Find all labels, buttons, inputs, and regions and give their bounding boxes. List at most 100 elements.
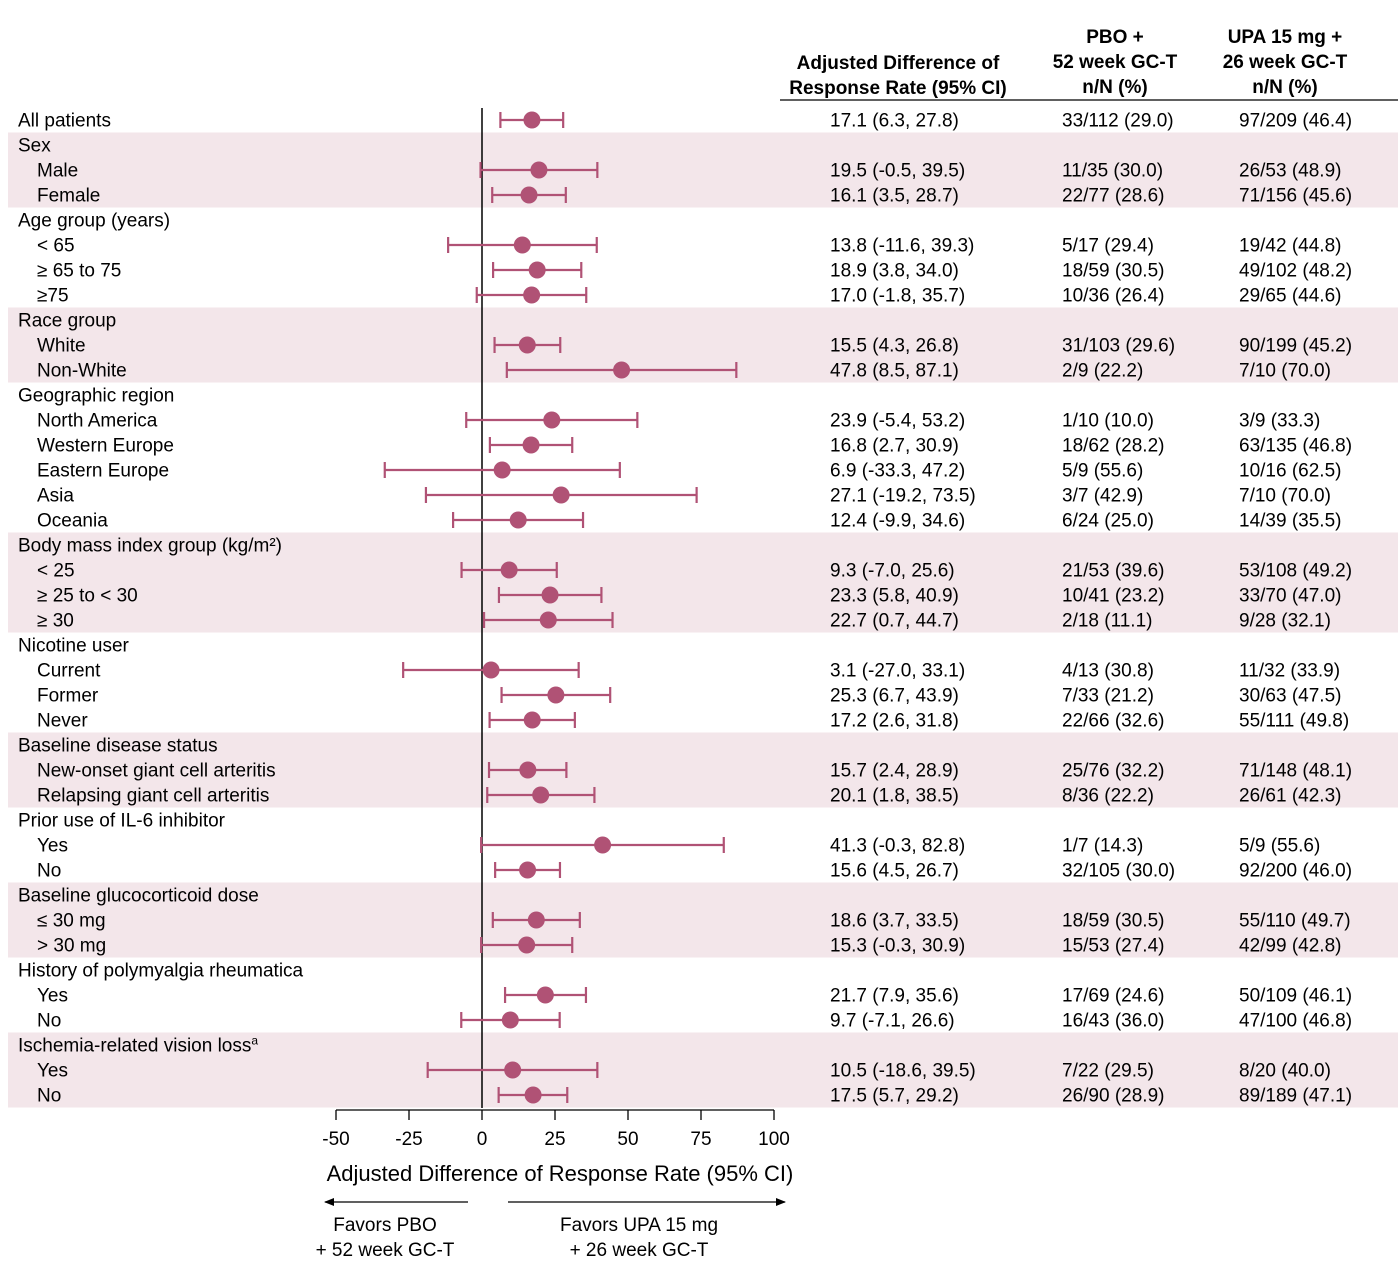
pbo-value: 1/10 (10.0) bbox=[1062, 411, 1154, 432]
row-band bbox=[8, 332, 1398, 358]
row-bands bbox=[8, 132, 1398, 1108]
row-band bbox=[8, 307, 1398, 333]
ci-value: 9.7 (-7.1, 26.6) bbox=[830, 1011, 955, 1032]
row-band bbox=[8, 582, 1398, 608]
point-estimate bbox=[493, 461, 511, 479]
subgroup-label: > 30 mg bbox=[37, 936, 106, 957]
subgroup-label: Never bbox=[37, 711, 88, 732]
upa-value: 10/16 (62.5) bbox=[1239, 461, 1341, 482]
subgroup-label: No bbox=[37, 861, 61, 882]
ci-value: 21.7 (7.9, 35.6) bbox=[830, 986, 959, 1007]
pbo-value: 25/76 (32.2) bbox=[1062, 761, 1164, 782]
point-estimate bbox=[547, 686, 565, 704]
row-band bbox=[8, 907, 1398, 933]
point-estimate bbox=[527, 911, 545, 929]
point-estimate bbox=[482, 661, 500, 679]
row-band bbox=[8, 932, 1398, 958]
upa-value: 5/9 (55.6) bbox=[1239, 836, 1320, 857]
upa-value: 3/9 (33.3) bbox=[1239, 411, 1320, 432]
subgroup-label: Oceania bbox=[37, 511, 108, 532]
x-tick-label: 25 bbox=[544, 1129, 565, 1150]
pbo-value: 3/7 (42.9) bbox=[1062, 486, 1143, 507]
point-estimate bbox=[528, 261, 546, 279]
subgroup-label: ≥ 30 bbox=[37, 611, 74, 632]
subgroup-label: New-onset giant cell arteritis bbox=[37, 761, 276, 782]
ci-value: 23.3 (5.8, 40.9) bbox=[830, 586, 959, 607]
header-pbo-line: n/N (%) bbox=[1082, 77, 1147, 98]
upa-value: 26/61 (42.3) bbox=[1239, 786, 1341, 807]
row-band bbox=[8, 157, 1398, 183]
pbo-value: 8/36 (22.2) bbox=[1062, 786, 1154, 807]
point-estimate bbox=[518, 936, 536, 954]
pbo-value: 32/105 (30.0) bbox=[1062, 861, 1175, 882]
point-estimate bbox=[530, 161, 548, 179]
pbo-value: 1/7 (14.3) bbox=[1062, 836, 1143, 857]
point-estimate bbox=[541, 586, 559, 604]
upa-value: 63/135 (46.8) bbox=[1239, 436, 1352, 457]
upa-value: 42/99 (42.8) bbox=[1239, 936, 1341, 957]
row-band bbox=[8, 607, 1398, 633]
point-estimate bbox=[523, 111, 541, 129]
point-estimate bbox=[523, 711, 541, 729]
group-label: Body mass index group (kg/m²) bbox=[18, 536, 282, 557]
pbo-value: 10/36 (26.4) bbox=[1062, 286, 1164, 307]
upa-value: 19/42 (44.8) bbox=[1239, 236, 1341, 257]
row-band bbox=[8, 132, 1398, 158]
row-band bbox=[8, 782, 1398, 808]
pbo-value: 2/18 (11.1) bbox=[1062, 611, 1152, 632]
point-estimate bbox=[594, 836, 612, 854]
row-band bbox=[8, 557, 1398, 583]
upa-value: 47/100 (46.8) bbox=[1239, 1011, 1352, 1032]
upa-value: 71/156 (45.6) bbox=[1239, 186, 1352, 207]
subgroup-label: Relapsing giant cell arteritis bbox=[37, 786, 269, 807]
upa-value: 49/102 (48.2) bbox=[1239, 261, 1352, 282]
pbo-value: 26/90 (28.9) bbox=[1062, 1086, 1164, 1107]
ci-value: 17.1 (6.3, 27.8) bbox=[830, 111, 959, 132]
subgroup-label: Former bbox=[37, 686, 99, 707]
ci-value: 18.9 (3.8, 34.0) bbox=[830, 261, 959, 282]
point-estimate bbox=[519, 861, 537, 879]
ci-value: 15.6 (4.5, 26.7) bbox=[830, 861, 959, 882]
plot-marks bbox=[383, 108, 738, 1108]
upa-value: 55/110 (49.7) bbox=[1239, 911, 1351, 932]
pbo-value: 18/59 (30.5) bbox=[1062, 911, 1164, 932]
point-estimate bbox=[509, 511, 527, 529]
upa-value: 7/10 (70.0) bbox=[1239, 486, 1331, 507]
x-axis-title: Adjusted Difference of Response Rate (95… bbox=[327, 1161, 794, 1186]
subgroup-label: No bbox=[37, 1011, 61, 1032]
upa-value: 89/189 (47.1) bbox=[1239, 1086, 1352, 1107]
group-label: Ischemia-related vision lossa bbox=[18, 1034, 258, 1057]
upa-value: 7/10 (70.0) bbox=[1239, 361, 1331, 382]
pbo-value: 33/112 (29.0) bbox=[1062, 111, 1174, 132]
pbo-value: 21/53 (39.6) bbox=[1062, 561, 1164, 582]
point-estimate bbox=[523, 286, 541, 304]
subgroup-label: Yes bbox=[37, 836, 68, 857]
pbo-value: 5/9 (55.6) bbox=[1062, 461, 1143, 482]
pbo-value: 7/22 (29.5) bbox=[1062, 1061, 1154, 1082]
upa-value: 71/148 (48.1) bbox=[1239, 761, 1352, 782]
subgroup-label: White bbox=[37, 336, 86, 357]
header-upa-line: 26 week GC-T bbox=[1223, 52, 1348, 73]
row-band bbox=[8, 882, 1398, 908]
favors-left-label: + 52 week GC-T bbox=[316, 1240, 455, 1261]
group-label: Geographic region bbox=[18, 386, 174, 407]
header-ci-line: Response Rate (95% CI) bbox=[789, 78, 1007, 99]
point-estimate bbox=[543, 411, 561, 429]
pbo-value: 18/62 (28.2) bbox=[1062, 436, 1164, 457]
header-upa-line: UPA 15 mg + bbox=[1228, 27, 1343, 48]
ci-value: 3.1 (-27.0, 33.1) bbox=[830, 661, 965, 682]
column-headers: Adjusted Difference of Response Rate (95%… bbox=[780, 27, 1398, 101]
pbo-value: 16/43 (36.0) bbox=[1062, 1011, 1164, 1032]
point-estimate bbox=[520, 186, 538, 204]
subgroup-label: Female bbox=[37, 186, 100, 207]
pbo-value: 15/53 (27.4) bbox=[1062, 936, 1164, 957]
ci-value: 9.3 (-7.0, 25.6) bbox=[830, 561, 955, 582]
ci-value: 20.1 (1.8, 38.5) bbox=[830, 786, 959, 807]
subgroup-label: Yes bbox=[37, 1061, 68, 1082]
row-band bbox=[8, 532, 1398, 558]
ci-value: 16.1 (3.5, 28.7) bbox=[830, 186, 959, 207]
pbo-value: 6/24 (25.0) bbox=[1062, 511, 1154, 532]
subgroup-label: Male bbox=[37, 161, 78, 182]
ci-value: 17.0 (-1.8, 35.7) bbox=[830, 286, 965, 307]
